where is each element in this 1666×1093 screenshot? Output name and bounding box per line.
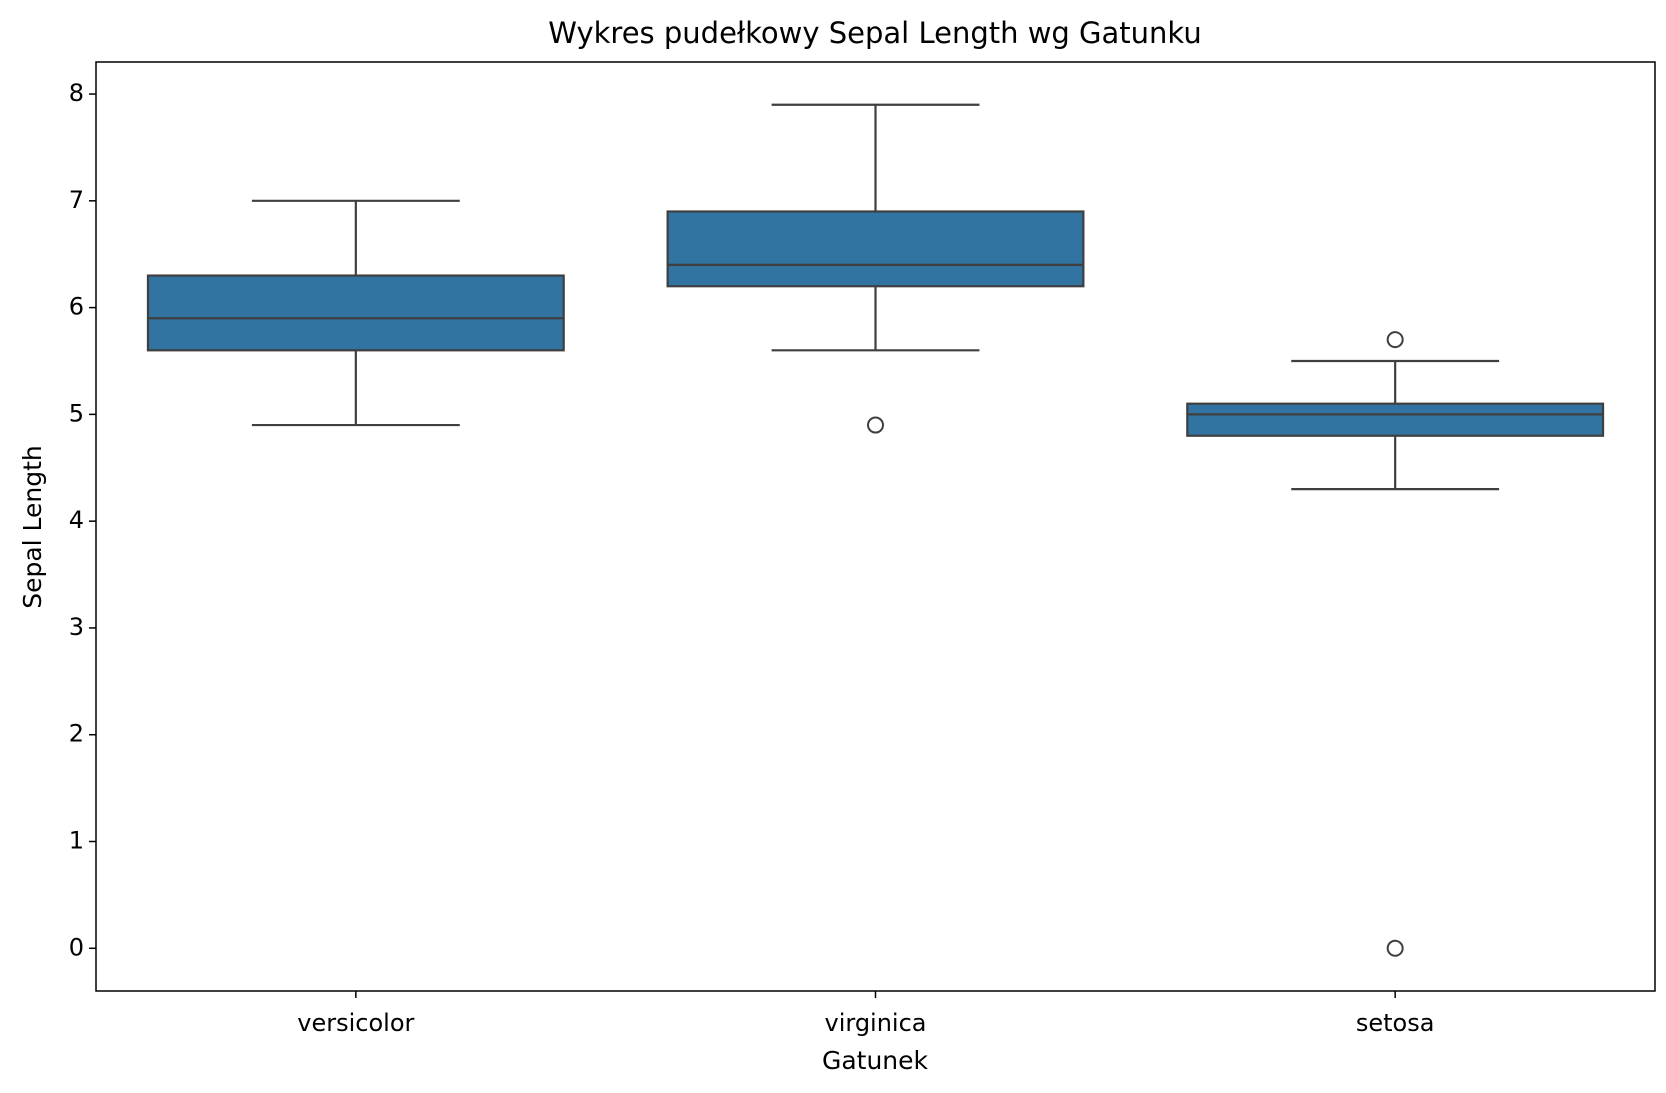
y-tick-label: 4	[69, 506, 84, 534]
box	[666, 210, 1085, 288]
y-tick-label: 2	[69, 720, 84, 748]
x-tick-label: setosa	[1356, 1009, 1435, 1037]
outlier	[867, 416, 884, 434]
x-axis-label: Gatunek	[822, 1046, 929, 1075]
y-tick-label: 6	[69, 293, 84, 321]
x-tick-label: versicolor	[297, 1009, 414, 1037]
outlier	[1386, 331, 1404, 349]
y-tick-label: 5	[69, 399, 84, 427]
y-tick-label: 0	[69, 933, 84, 961]
box	[1186, 402, 1605, 437]
outlier	[1386, 939, 1404, 957]
x-tick-label: virginica	[825, 1009, 927, 1037]
box	[146, 274, 565, 352]
y-tick-label: 7	[69, 186, 84, 214]
plot-frame	[95, 61, 1656, 992]
y-tick-label: 8	[69, 79, 84, 107]
chart-title: Wykres pudełkowy Sepal Length wg Gatunku	[548, 16, 1201, 50]
y-axis-label: Sepal Length	[18, 445, 47, 609]
y-tick-label: 3	[69, 613, 84, 641]
y-tick-label: 1	[69, 827, 84, 855]
